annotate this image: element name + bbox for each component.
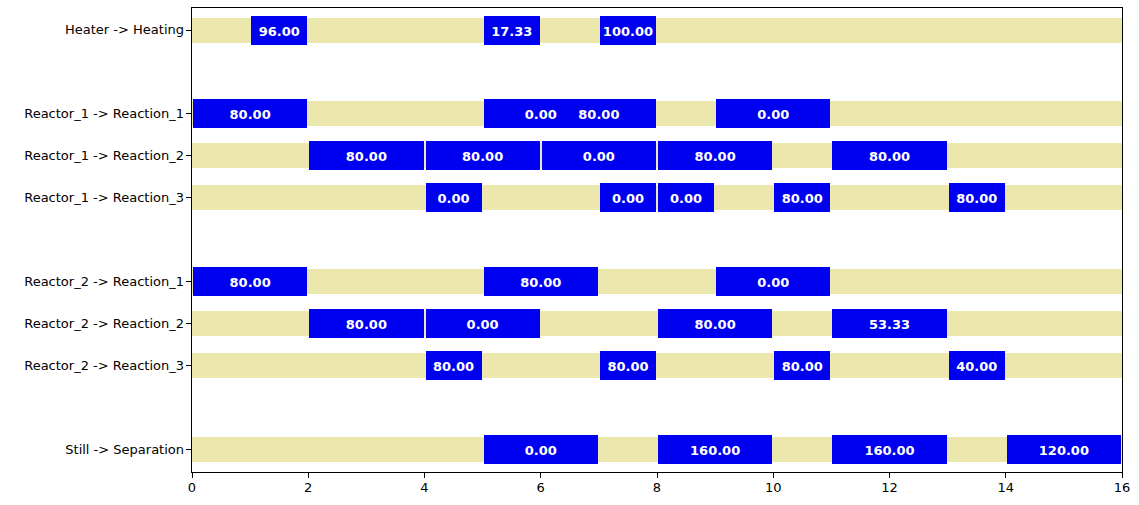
task-bar-value-label: 80.00 <box>433 360 474 373</box>
x-axis-tick-label: 2 <box>304 480 312 496</box>
row-label: Reactor_2 -> Reaction_3 <box>4 358 184 374</box>
right-spine <box>1122 7 1123 473</box>
task-bar-value-label: 120.00 <box>1039 444 1089 457</box>
x-axis-tick <box>773 473 774 478</box>
task-bar-value-label: 80.00 <box>520 276 561 289</box>
task-bar-value-label: 100.00 <box>603 24 653 37</box>
task-bar-value-label: 80.00 <box>578 108 619 121</box>
machine-idle-band <box>192 269 1122 294</box>
x-axis-tick-label: 10 <box>765 480 782 496</box>
x-axis-tick-label: 8 <box>653 480 661 496</box>
task-bar-value-label: 80.00 <box>782 360 823 373</box>
machine-idle-band <box>192 437 1122 462</box>
task-bar-value-label: 0.00 <box>583 150 615 163</box>
x-axis-tick <box>889 473 890 478</box>
task-bar-value-label: 0.00 <box>438 192 470 205</box>
task-bar-value-label: 80.00 <box>230 108 271 121</box>
row-label: Reactor_1 -> Reaction_1 <box>4 106 184 122</box>
row-label: Heater -> Heating <box>4 22 184 38</box>
task-bar-value-label: 0.00 <box>467 318 499 331</box>
x-axis-tick-label: 14 <box>997 480 1014 496</box>
row-label: Reactor_1 -> Reaction_3 <box>4 190 184 206</box>
machine-idle-band <box>192 101 1122 126</box>
left-spine <box>191 7 192 473</box>
top-spine <box>191 7 1123 8</box>
task-bar-value-label: 80.00 <box>346 150 387 163</box>
task-bar-value-label: 80.00 <box>607 360 648 373</box>
x-axis-tick <box>308 473 309 478</box>
task-bar-value-label: 0.00 <box>757 276 789 289</box>
row-label: Reactor_1 -> Reaction_2 <box>4 148 184 164</box>
row-label: Still -> Separation <box>4 442 184 458</box>
x-axis-tick-label: 6 <box>537 480 545 496</box>
x-axis-tick <box>1005 473 1006 478</box>
task-bar-value-label: 80.00 <box>695 150 736 163</box>
task-bar-value-label: 0.00 <box>612 192 644 205</box>
x-axis-tick <box>540 473 541 478</box>
task-bar-value-label: 80.00 <box>869 150 910 163</box>
x-axis-tick-label: 4 <box>420 480 428 496</box>
task-bar-value-label: 80.00 <box>956 192 997 205</box>
row-label: Reactor_2 -> Reaction_2 <box>4 316 184 332</box>
task-bar-value-label: 17.33 <box>491 24 532 37</box>
x-axis-tick <box>424 473 425 478</box>
row-label: Reactor_2 -> Reaction_1 <box>4 274 184 290</box>
x-axis-tick <box>1122 473 1123 478</box>
bottom-spine <box>191 472 1123 473</box>
task-bar-value-label: 0.00 <box>525 108 557 121</box>
task-bar-value-label: 0.00 <box>525 444 557 457</box>
x-axis-tick <box>657 473 658 478</box>
x-axis-tick-label: 12 <box>881 480 898 496</box>
task-bar-value-label: 80.00 <box>782 192 823 205</box>
task-bar-value-label: 40.00 <box>956 360 997 373</box>
task-bar-value-label: 80.00 <box>346 318 387 331</box>
task-bar-value-label: 80.00 <box>695 318 736 331</box>
task-bar-value-label: 160.00 <box>690 444 740 457</box>
task-bar-value-label: 0.00 <box>757 108 789 121</box>
task-bar-value-label: 0.00 <box>670 192 702 205</box>
x-axis-tick-label: 0 <box>188 480 196 496</box>
task-bar-value-label: 80.00 <box>462 150 503 163</box>
task-bar-value-label: 53.33 <box>869 318 910 331</box>
x-axis-tick <box>192 473 193 478</box>
task-bar-value-label: 96.00 <box>259 24 300 37</box>
task-bar-value-label: 80.00 <box>230 276 271 289</box>
x-axis-tick-label: 16 <box>1114 480 1131 496</box>
task-bar-value-label: 160.00 <box>864 444 914 457</box>
gantt-chart-figure: Heater -> Heating96.0017.33100.00Reactor… <box>0 0 1139 505</box>
machine-idle-band <box>192 18 1122 43</box>
